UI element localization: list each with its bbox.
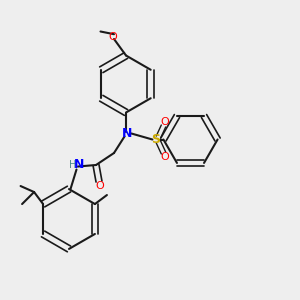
Text: O: O (160, 117, 169, 128)
Text: H: H (69, 160, 76, 170)
Text: O: O (160, 152, 169, 162)
Text: N: N (74, 158, 84, 172)
Text: N: N (122, 127, 133, 140)
Text: S: S (152, 133, 160, 146)
Text: O: O (108, 32, 117, 42)
Text: O: O (95, 181, 104, 191)
